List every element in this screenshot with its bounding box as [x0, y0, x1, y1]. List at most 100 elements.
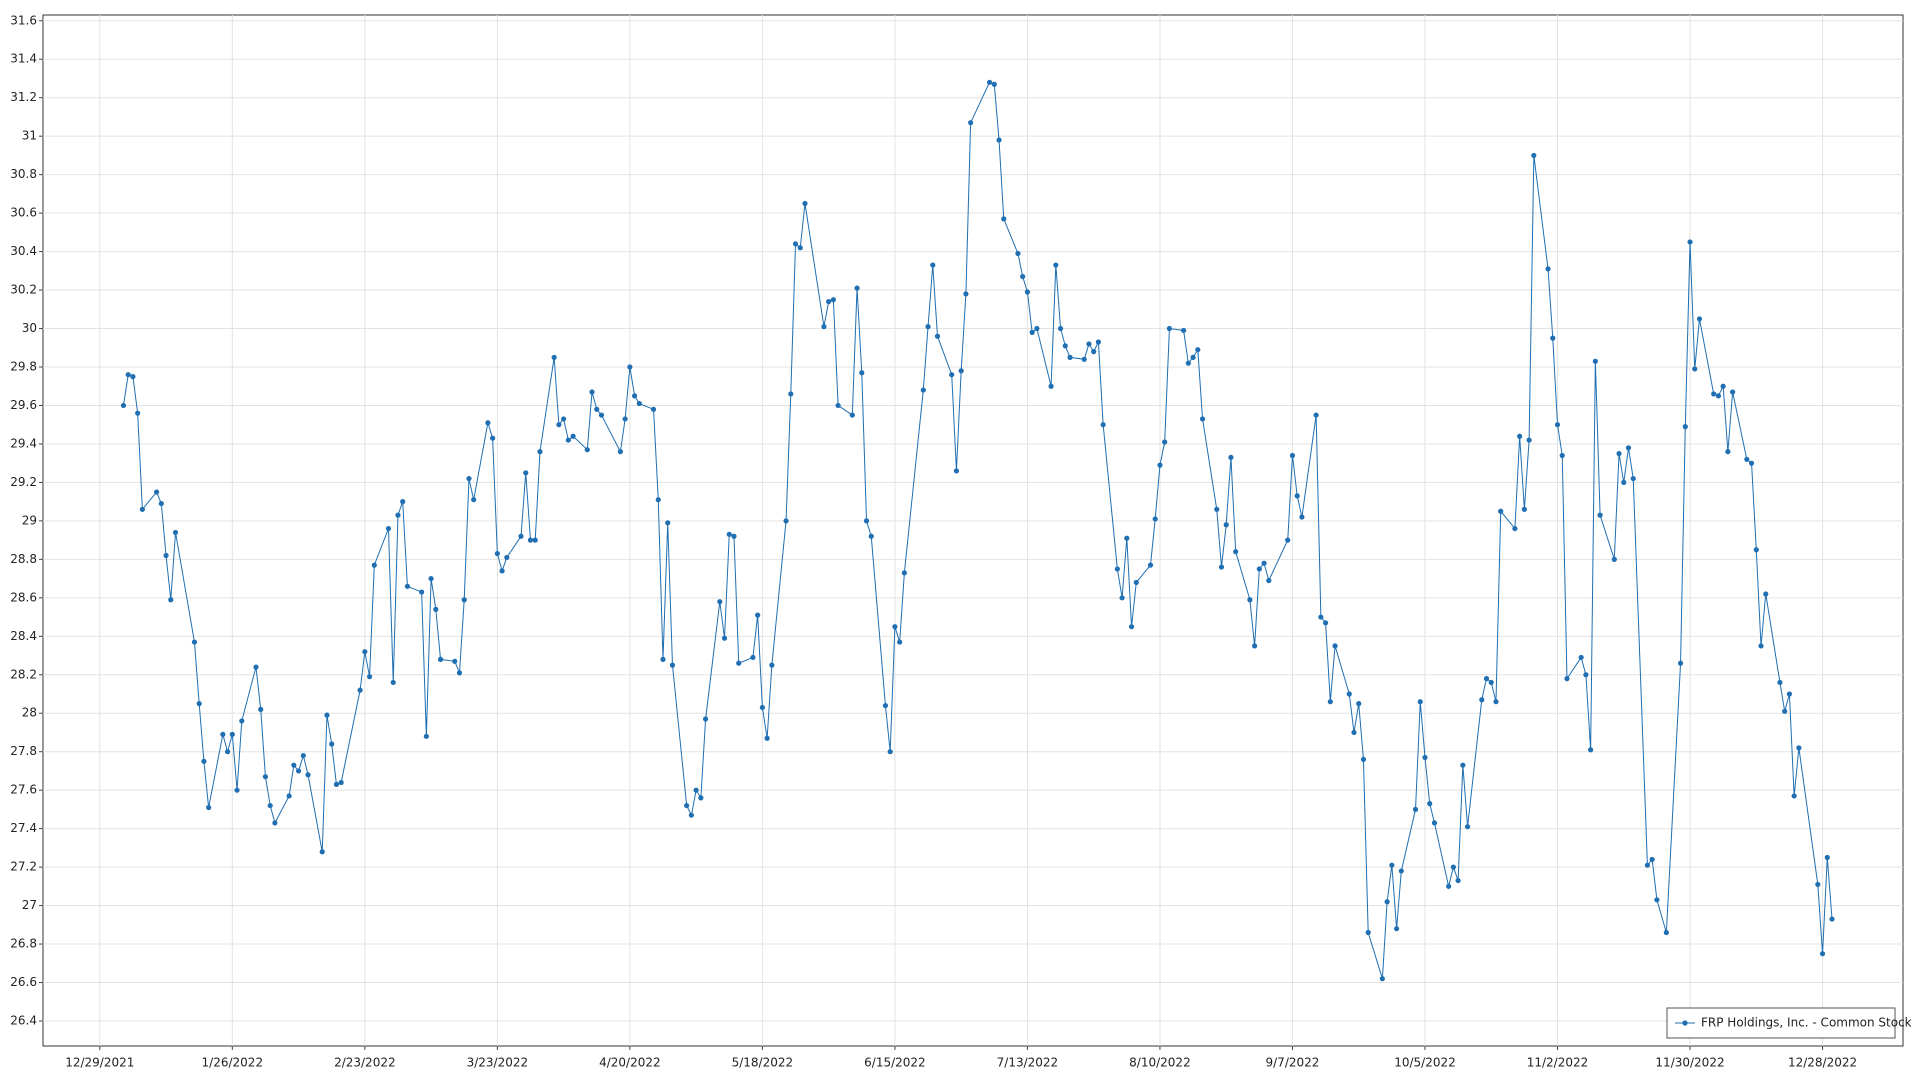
- data-point: [1621, 479, 1627, 486]
- data-point: [698, 795, 704, 801]
- data-point: [1318, 614, 1324, 620]
- data-point: [300, 752, 306, 759]
- y-tick-label: 29.4: [10, 436, 37, 450]
- data-point: [494, 550, 500, 557]
- y-tick-label: 29.8: [10, 360, 37, 374]
- data-point: [1630, 475, 1636, 482]
- data-point: [769, 662, 775, 668]
- data-point: [1128, 624, 1135, 630]
- data-point: [305, 772, 311, 778]
- y-tick-label: 27.4: [10, 821, 37, 835]
- data-point: [693, 787, 699, 793]
- data-point: [366, 674, 373, 680]
- data-point: [991, 81, 997, 87]
- data-point: [622, 416, 628, 422]
- data-point: [1616, 450, 1622, 457]
- data-point: [868, 533, 874, 539]
- data-point: [1545, 266, 1551, 272]
- data-point: [168, 597, 174, 603]
- data-point: [1796, 745, 1802, 751]
- y-tick-label: 28: [22, 706, 37, 720]
- y-tick-label: 27: [22, 898, 37, 912]
- data-point: [901, 570, 907, 576]
- data-point: [556, 422, 562, 428]
- data-point: [1427, 801, 1433, 807]
- y-tick-label: 30.4: [10, 244, 37, 258]
- data-point: [319, 849, 325, 855]
- x-tick-label: 9/7/2022: [1266, 1056, 1320, 1070]
- data-point: [324, 712, 330, 718]
- data-point: [1498, 508, 1504, 514]
- data-point: [1393, 926, 1400, 932]
- data-point: [934, 333, 941, 339]
- data-point: [196, 701, 202, 707]
- data-point: [1356, 701, 1362, 707]
- data-point: [428, 575, 434, 582]
- data-point: [1147, 562, 1154, 568]
- data-point: [1488, 679, 1494, 686]
- data-point: [518, 533, 524, 539]
- data-point: [636, 400, 642, 407]
- data-point: [1654, 897, 1660, 903]
- data-point: [1233, 549, 1239, 555]
- data-point: [1715, 393, 1722, 399]
- data-point: [1053, 262, 1059, 268]
- data-point: [1597, 512, 1603, 518]
- y-tick-label: 30: [22, 321, 37, 335]
- data-point: [329, 741, 335, 747]
- data-point: [802, 200, 808, 207]
- x-tick-label: 1/26/2022: [202, 1056, 264, 1070]
- data-point: [262, 774, 269, 780]
- y-tick-label: 29.6: [10, 398, 37, 412]
- data-point: [419, 589, 425, 595]
- y-tick-label: 28.2: [10, 667, 37, 681]
- data-point: [1711, 391, 1717, 397]
- data-point: [1720, 383, 1726, 389]
- y-tick-label: 28.4: [10, 629, 37, 643]
- y-tick-label: 26.4: [10, 1013, 37, 1027]
- data-point: [1351, 729, 1357, 736]
- data-point: [172, 529, 179, 536]
- data-point: [1531, 152, 1537, 159]
- data-point: [206, 804, 212, 811]
- data-point: [1100, 422, 1106, 428]
- x-tick-label: 8/10/2022: [1129, 1056, 1191, 1070]
- data-point: [731, 533, 737, 539]
- data-point: [1588, 747, 1594, 753]
- data-point: [750, 654, 756, 661]
- data-point: [1446, 883, 1452, 889]
- x-tick-label: 11/30/2022: [1655, 1056, 1724, 1070]
- data-point: [1218, 564, 1225, 570]
- data-point: [949, 372, 955, 378]
- data-point: [153, 489, 160, 495]
- data-point: [963, 291, 969, 297]
- data-point: [854, 285, 860, 291]
- data-point: [1753, 547, 1759, 553]
- data-point: [1360, 756, 1367, 762]
- data-point: [1625, 445, 1632, 451]
- data-point: [1578, 654, 1584, 661]
- data-point: [632, 393, 638, 399]
- x-tick-label: 7/13/2022: [997, 1056, 1059, 1070]
- y-tick-label: 31.2: [10, 90, 37, 104]
- data-point: [1313, 412, 1319, 418]
- data-point: [684, 802, 690, 809]
- data-point: [1744, 456, 1750, 462]
- data-point: [1256, 566, 1262, 572]
- data-point: [1493, 699, 1499, 705]
- data-point: [830, 297, 836, 303]
- data-point: [1554, 422, 1561, 428]
- data-point: [783, 518, 789, 524]
- data-point: [1379, 976, 1385, 982]
- data-point: [1119, 595, 1125, 601]
- data-point: [1384, 899, 1390, 905]
- data-point: [158, 500, 164, 507]
- data-point: [1057, 325, 1064, 332]
- ticks: 26.4 26.6 26.8 27 27.2 27.4 27.6 27.8 28 28.2 28.4…: [10, 13, 1857, 1069]
- data-point: [163, 552, 169, 559]
- data-point: [702, 716, 709, 722]
- data-point: [224, 749, 231, 755]
- data-point: [423, 733, 429, 739]
- data-point: [1725, 449, 1731, 455]
- data-point: [395, 512, 401, 518]
